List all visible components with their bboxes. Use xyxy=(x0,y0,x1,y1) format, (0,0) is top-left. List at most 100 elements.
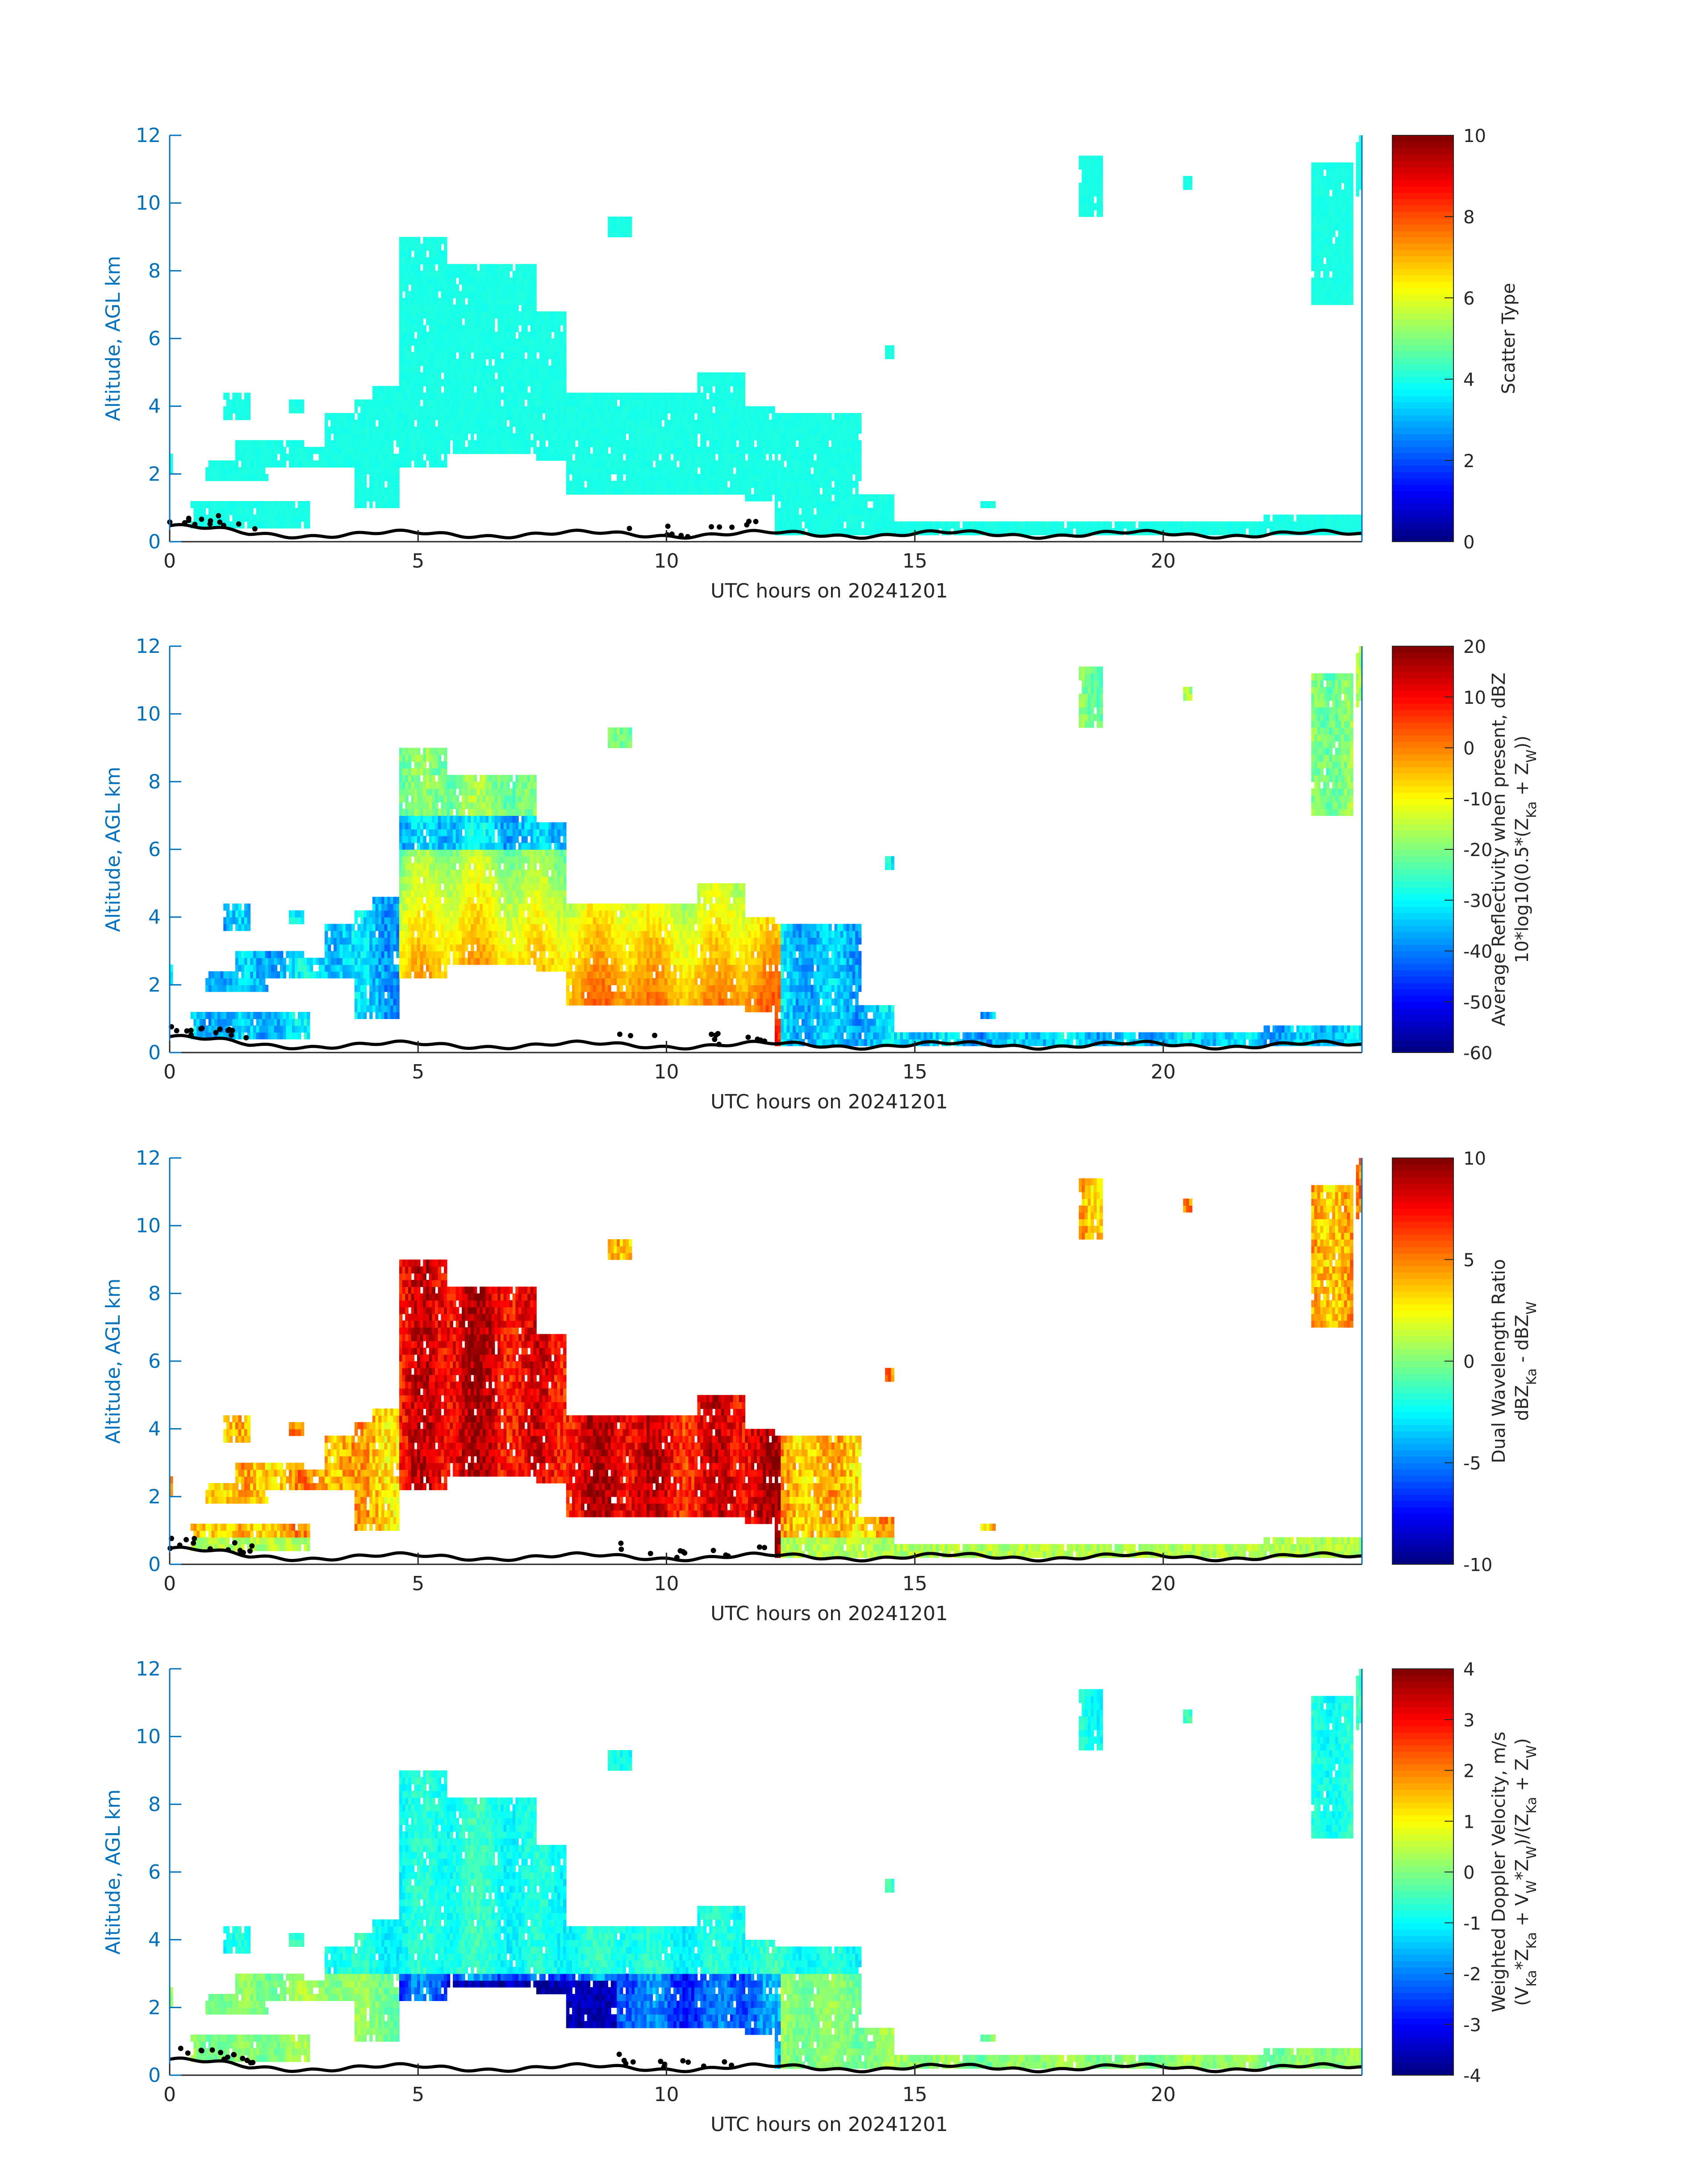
field-cell xyxy=(605,481,609,488)
field-cell xyxy=(456,400,459,407)
field-cell xyxy=(232,467,236,474)
field-cell xyxy=(638,406,641,414)
field-cell xyxy=(387,447,391,454)
field-cell xyxy=(369,454,373,461)
field-cell xyxy=(238,903,242,911)
field-cell xyxy=(399,433,403,440)
field-cell xyxy=(217,1019,221,1026)
colorbar-swatch xyxy=(1392,256,1453,263)
field-cell xyxy=(1094,176,1097,183)
field-cell xyxy=(274,440,278,447)
field-cell xyxy=(664,447,668,454)
field-cell xyxy=(539,352,543,359)
field-cell xyxy=(238,965,242,972)
field-cell xyxy=(351,454,355,461)
field-cell xyxy=(522,440,525,447)
field-cell xyxy=(450,325,453,332)
field-cell xyxy=(223,971,227,978)
field-cell xyxy=(682,420,686,427)
field-cell xyxy=(527,332,531,339)
field-cell xyxy=(1317,514,1321,522)
field-cell xyxy=(453,366,456,373)
field-cell xyxy=(789,481,793,488)
field-cell xyxy=(367,447,370,454)
field-cell xyxy=(497,264,501,271)
field-cell xyxy=(477,271,480,278)
field-cell xyxy=(1332,217,1336,224)
field-cell xyxy=(459,379,463,386)
field-cell xyxy=(453,338,456,346)
field-cell xyxy=(223,501,227,508)
field-cell xyxy=(486,291,489,298)
field-cell xyxy=(578,440,582,447)
field-cell xyxy=(214,501,218,508)
field-cell xyxy=(447,291,451,298)
field-cell xyxy=(641,474,644,481)
field-cell xyxy=(578,420,582,427)
field-cell xyxy=(465,318,468,326)
field-cell xyxy=(459,426,463,434)
field-cell xyxy=(522,325,525,332)
field-cell xyxy=(444,278,447,285)
x-tick-label: 15 xyxy=(902,550,927,572)
field-cell xyxy=(808,514,811,522)
field-cell xyxy=(495,332,498,339)
field-cell xyxy=(542,372,546,380)
field-cell xyxy=(477,359,480,366)
field-cell xyxy=(593,406,597,414)
field-cell xyxy=(778,481,781,488)
field-cell xyxy=(438,244,442,251)
field-cell xyxy=(691,467,695,474)
field-cell xyxy=(1338,183,1342,190)
field-cell xyxy=(611,440,614,447)
field-cell xyxy=(542,345,546,352)
field-cell xyxy=(742,460,746,468)
field-cell xyxy=(810,494,814,501)
field-cell xyxy=(810,420,814,427)
field-cell xyxy=(581,467,585,474)
field-cell xyxy=(730,379,734,386)
field-cell xyxy=(435,257,438,264)
field-cell xyxy=(787,454,790,461)
field-cell xyxy=(739,386,743,393)
field-cell xyxy=(656,406,659,414)
field-cell xyxy=(760,413,764,420)
field-cell xyxy=(325,426,328,434)
field-cell xyxy=(259,1019,263,1026)
field-cell xyxy=(563,311,567,318)
field-cell xyxy=(530,318,534,326)
field-cell xyxy=(638,433,641,440)
field-cell xyxy=(1100,156,1103,163)
field-cell xyxy=(814,426,817,434)
field-cell xyxy=(435,426,438,434)
field-cell xyxy=(539,311,543,318)
field-cell xyxy=(1341,514,1345,522)
field-cell xyxy=(867,514,871,522)
field-cell xyxy=(542,393,546,400)
field-cell xyxy=(885,508,889,515)
field-cell xyxy=(724,420,728,427)
field-cell xyxy=(697,413,701,420)
field-cell xyxy=(796,426,799,434)
field-cell xyxy=(486,305,489,312)
field-cell xyxy=(221,1019,224,1026)
field-cell xyxy=(632,481,635,488)
field-cell xyxy=(232,514,236,522)
field-cell xyxy=(423,311,426,318)
ground-trace-point xyxy=(744,522,749,527)
field-cell xyxy=(501,338,504,346)
field-cell xyxy=(513,433,516,440)
field-cell xyxy=(411,271,415,278)
field-cell xyxy=(259,958,263,965)
field-cell xyxy=(1344,514,1348,522)
field-cell xyxy=(474,420,477,427)
field-cell xyxy=(372,400,376,407)
field-cell xyxy=(542,440,546,447)
field-cell xyxy=(712,372,716,380)
field-cell xyxy=(1329,278,1333,285)
field-cell xyxy=(808,426,811,434)
field-cell xyxy=(536,400,540,407)
field-cell xyxy=(659,433,662,440)
field-cell xyxy=(342,413,346,420)
field-cell xyxy=(605,426,609,434)
